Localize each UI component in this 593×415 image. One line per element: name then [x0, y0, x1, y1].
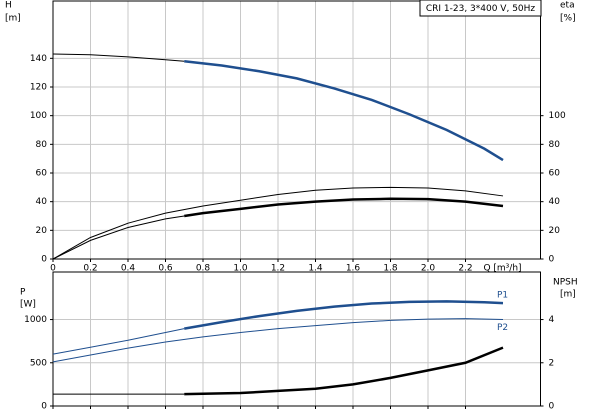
y2-tick-label: 4 [549, 315, 555, 325]
y2-tick-label: 20 [549, 226, 561, 236]
y-axis-unit: [W] [20, 300, 36, 310]
y2-tick-label: 0 [549, 255, 555, 265]
x-tick-label: 1.6 [346, 264, 361, 274]
y-tick-label: 40 [36, 197, 48, 207]
y2-axis-label: eta [560, 1, 575, 11]
chart-title: CRI 1-23, 3*400 V, 50Hz [426, 4, 536, 14]
x-tick-label: 2.0 [421, 264, 436, 274]
y-tick-label: 80 [36, 140, 48, 150]
plot-frame [52, 271, 541, 407]
x-tick-label: 1.0 [233, 264, 248, 274]
y-tick-label: 20 [36, 226, 48, 236]
curve [184, 300, 504, 330]
y2-axis-unit: [%] [560, 14, 576, 24]
x-tick-label: 0 [50, 264, 56, 274]
curve [184, 59, 504, 162]
y-axis-unit: [m] [5, 14, 21, 24]
x-tick-label: 0.6 [158, 264, 173, 274]
y2-tick-label: 60 [549, 169, 561, 179]
curve-label: P1 [497, 291, 508, 301]
curve [184, 197, 504, 218]
x-tick-label: 1.2 [271, 264, 285, 274]
x-tick-label: 1.4 [308, 264, 323, 274]
curve-label: P2 [497, 323, 508, 333]
x-tick-label: 0.2 [83, 264, 97, 274]
y2-tick-label: 80 [549, 140, 561, 150]
y-axis-label: P [20, 288, 26, 298]
y2-tick-label: 40 [549, 197, 561, 207]
plot-frame [52, 0, 541, 260]
y-tick-label: 60 [36, 169, 48, 179]
curve [184, 346, 504, 396]
y-tick-label: 0 [41, 255, 47, 265]
x-axis-label: Q [m³/h] [483, 264, 521, 274]
curve [52, 215, 185, 260]
y-tick-label: 120 [30, 83, 47, 93]
y2-tick-label: 2 [549, 358, 555, 368]
y2-axis-label: NPSH [553, 278, 578, 288]
curve [52, 318, 504, 363]
y-tick-label: 100 [30, 111, 47, 121]
curve [52, 53, 185, 62]
x-tick-label: 2.2 [458, 264, 472, 274]
y-tick-label: 500 [30, 358, 47, 368]
y-tick-label: 0 [41, 402, 47, 412]
y2-tick-label: 0 [549, 402, 555, 412]
x-tick-label: 0.8 [196, 264, 211, 274]
y2-tick-label: 100 [549, 111, 566, 121]
y-axis-label: H [5, 1, 12, 11]
x-tick-label: 1.8 [383, 264, 398, 274]
curve [52, 186, 504, 260]
y-tick-label: 140 [30, 54, 47, 64]
title-box [419, 0, 542, 17]
y-tick-label: 1000 [24, 315, 47, 325]
y2-axis-unit: [m] [560, 290, 576, 300]
curve [52, 328, 185, 355]
x-tick-label: 0.4 [121, 264, 136, 274]
